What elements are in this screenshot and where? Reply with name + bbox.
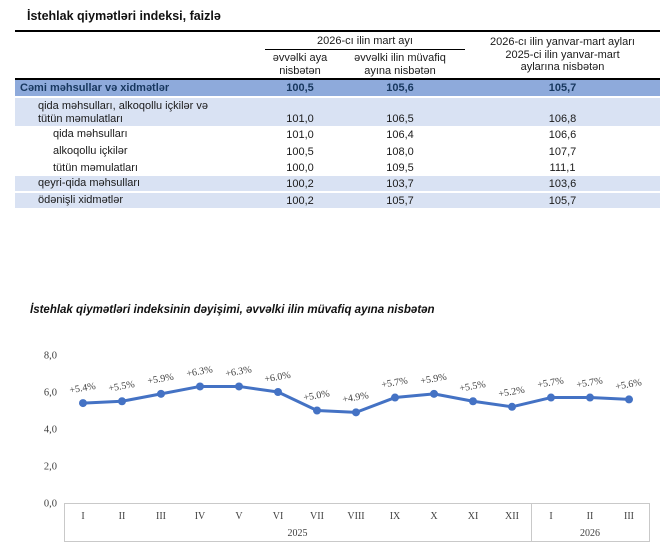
svg-text:8,0: 8,0 [44, 351, 57, 362]
svg-text:III: III [624, 511, 634, 522]
cell-value: 100,0 [286, 162, 314, 174]
cell-value: 100,2 [286, 177, 314, 190]
header-group-label: 2026-cı ilin mart ayı [265, 32, 465, 50]
cell-value: 100,5 [286, 82, 314, 94]
table-title: İstehlak qiymətləri indeksi, faizlə [27, 9, 221, 23]
header-group-wrap: 2026-cı ilin mart ayı əvvəlki aya nisbət… [265, 32, 465, 78]
svg-text:I: I [81, 511, 84, 522]
svg-text:+5.5%: +5.5% [108, 379, 136, 394]
svg-text:+5.6%: +5.6% [615, 377, 643, 392]
row-label: ödənişli xidmətlər [38, 194, 123, 206]
cell-value: 106,4 [386, 128, 414, 141]
chart-title: İstehlak qiymətləri indeksinin dəyişimi,… [30, 304, 435, 316]
svg-text:II: II [587, 511, 594, 522]
header-subcolumns: əvvəlki aya nisbətən əvvəlki ilin müvafi… [265, 50, 465, 77]
svg-text:V: V [235, 511, 243, 522]
svg-text:IX: IX [390, 511, 401, 522]
cell-value: 100,2 [286, 194, 314, 207]
svg-text:4,0: 4,0 [44, 425, 57, 436]
svg-text:I: I [549, 511, 552, 522]
svg-text:+4.9%: +4.9% [342, 390, 370, 405]
cell-value: 105,7 [548, 194, 577, 207]
table-row-nonfood: qeyri-qida məhsulları 100,2 103,7 103,6 [15, 176, 660, 191]
svg-text:+6.3%: +6.3% [186, 364, 214, 379]
svg-text:III: III [156, 511, 166, 522]
table-header: 2026-cı ilin mart ayı əvvəlki aya nisbət… [15, 30, 660, 80]
data-series [79, 382, 633, 417]
svg-text:+5.7%: +5.7% [381, 375, 409, 390]
svg-text:2,0: 2,0 [44, 462, 57, 473]
svg-text:+5.9%: +5.9% [420, 372, 448, 387]
table-row-food-alc-tobacco: qida məhsulları, alkoqollu içkilər və tü… [15, 98, 660, 126]
header-col3-label: 2026-cı ilin yanvar-mart ayları 2025-ci … [490, 36, 635, 74]
table-row-tobacco: tütün məmulatları 100,0 109,5 111,1 [15, 160, 660, 176]
svg-text:2026: 2026 [580, 528, 600, 539]
table-row-food: qida məhsulları 101,0 106,4 106,6 [15, 126, 660, 143]
svg-text:XII: XII [505, 511, 519, 522]
cell-value: 111,1 [549, 162, 576, 174]
table-row-total: Cəmi məhsullar və xidmətlər 100,5 105,6 … [15, 80, 660, 96]
svg-text:+5.7%: +5.7% [537, 375, 565, 390]
cell-value: 108,0 [386, 145, 414, 158]
header-col1-label: əvvəlki aya nisbətən [272, 52, 328, 77]
svg-text:VI: VI [273, 511, 284, 522]
cell-value: 103,6 [548, 177, 577, 190]
header-col2-label: əvvəlki ilin müvafiq ayına nisbətən [354, 52, 446, 77]
cell-value: 109,5 [386, 162, 414, 174]
cell-value: 107,7 [548, 145, 577, 158]
cell-value: 100,5 [286, 145, 314, 158]
table-row-alcohol: alkoqollu içkilər 100,5 108,0 107,7 [15, 143, 660, 160]
svg-text:II: II [119, 511, 126, 522]
svg-text:+5.7%: +5.7% [576, 375, 604, 390]
row-label: qeyri-qida məhsulları [38, 177, 141, 189]
svg-text:0,0: 0,0 [44, 499, 57, 510]
row-label: alkoqollu içkilər [53, 145, 128, 157]
svg-text:VIII: VIII [347, 511, 364, 522]
cpi-table: 2026-cı ilin mart ayı əvvəlki aya nisbət… [15, 30, 660, 208]
svg-text:6,0: 6,0 [44, 388, 57, 399]
svg-text:VII: VII [310, 511, 324, 522]
svg-text:+5.2%: +5.2% [498, 385, 526, 400]
row-label: qida məhsulları [53, 128, 128, 140]
svg-text:+6.3%: +6.3% [225, 364, 253, 379]
cell-value: 106,6 [548, 128, 577, 141]
cell-value: 106,8 [548, 113, 577, 125]
cell-value: 106,5 [386, 113, 414, 125]
svg-text:+5.9%: +5.9% [147, 372, 175, 387]
data-labels: +5.4% +5.5% +5.9% +6.3% +6.3% +6.0% +5.0% +4.9%… [69, 364, 643, 405]
svg-text:+6.0%: +6.0% [264, 370, 292, 385]
svg-text:+5.4%: +5.4% [69, 381, 97, 396]
cell-value: 101,0 [286, 113, 314, 125]
svg-text:XI: XI [468, 511, 479, 522]
svg-text:+5.5%: +5.5% [459, 379, 487, 394]
row-label: qida məhsulları, alkoqollu içkilər və tü… [38, 100, 208, 125]
cell-value: 105,7 [548, 82, 577, 94]
cpi-line-chart: 0,02,04,06,08,0I II III IV V VI VII VIII IX X XI XI… [44, 351, 650, 542]
cell-value: 105,6 [386, 82, 414, 94]
table-row-paid-services: ödənişli xidmətlər 100,2 105,7 105,7 [15, 193, 660, 208]
header-blank-cell [15, 32, 265, 78]
row-label: Cəmi məhsullar və xidmətlər [20, 81, 170, 94]
svg-text:X: X [430, 511, 438, 522]
cell-value: 105,7 [386, 194, 414, 207]
cell-value: 101,0 [286, 128, 314, 141]
y-axis-ticks: 0,0 2,0 4,0 6,0 8,0 [44, 351, 57, 510]
svg-text:IV: IV [195, 511, 206, 522]
svg-text:2025: 2025 [288, 528, 308, 539]
row-label: tütün məmulatları [53, 161, 138, 174]
cell-value: 103,7 [386, 177, 414, 190]
svg-text:+5.0%: +5.0% [303, 388, 331, 403]
